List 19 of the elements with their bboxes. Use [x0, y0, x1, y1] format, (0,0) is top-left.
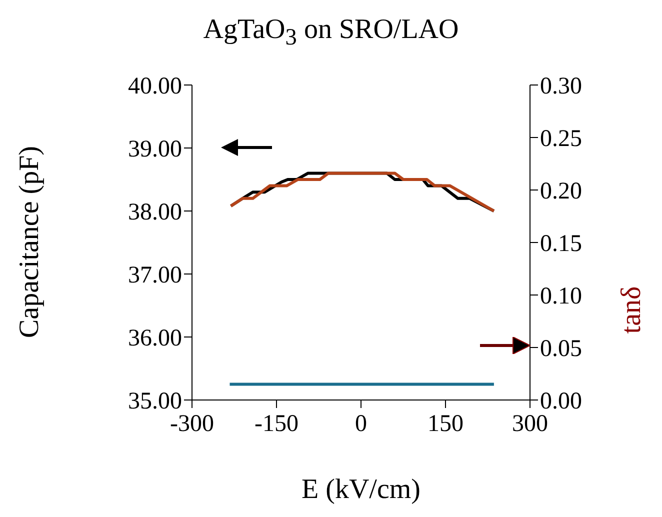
- x-tick-label: -150: [254, 411, 298, 438]
- y2-tick-label: 0.20: [540, 178, 582, 205]
- chart-title: AgTaO$_{3}$ on SRO/LAO: [202, 14, 460, 52]
- y-tick-label: 37.00: [128, 262, 182, 289]
- line-series: [229, 172, 496, 212]
- y2-tick-label: 0.25: [540, 126, 582, 152]
- y-axis-title: Capacitance (pF): [14, 146, 46, 338]
- x-tick-label: 150: [428, 411, 464, 438]
- y2-tick-label: 0.30: [540, 74, 582, 100]
- y2-tick-label: 0.10: [540, 284, 582, 310]
- y2-tick-label: 0.15: [540, 231, 582, 258]
- y-tick-label: 39.00: [128, 136, 182, 163]
- y2-tick-label: 0.05: [540, 336, 582, 362]
- y-tick-label: 36.00: [128, 326, 182, 352]
- y-tick-label: 40.00: [128, 74, 182, 100]
- x-axis-title: E (kV/cm): [300, 474, 422, 506]
- y-tick-label: 38.00: [128, 200, 182, 226]
- y2-axis-title: tanδ: [616, 286, 648, 334]
- x-tick-label: 0: [355, 411, 367, 438]
